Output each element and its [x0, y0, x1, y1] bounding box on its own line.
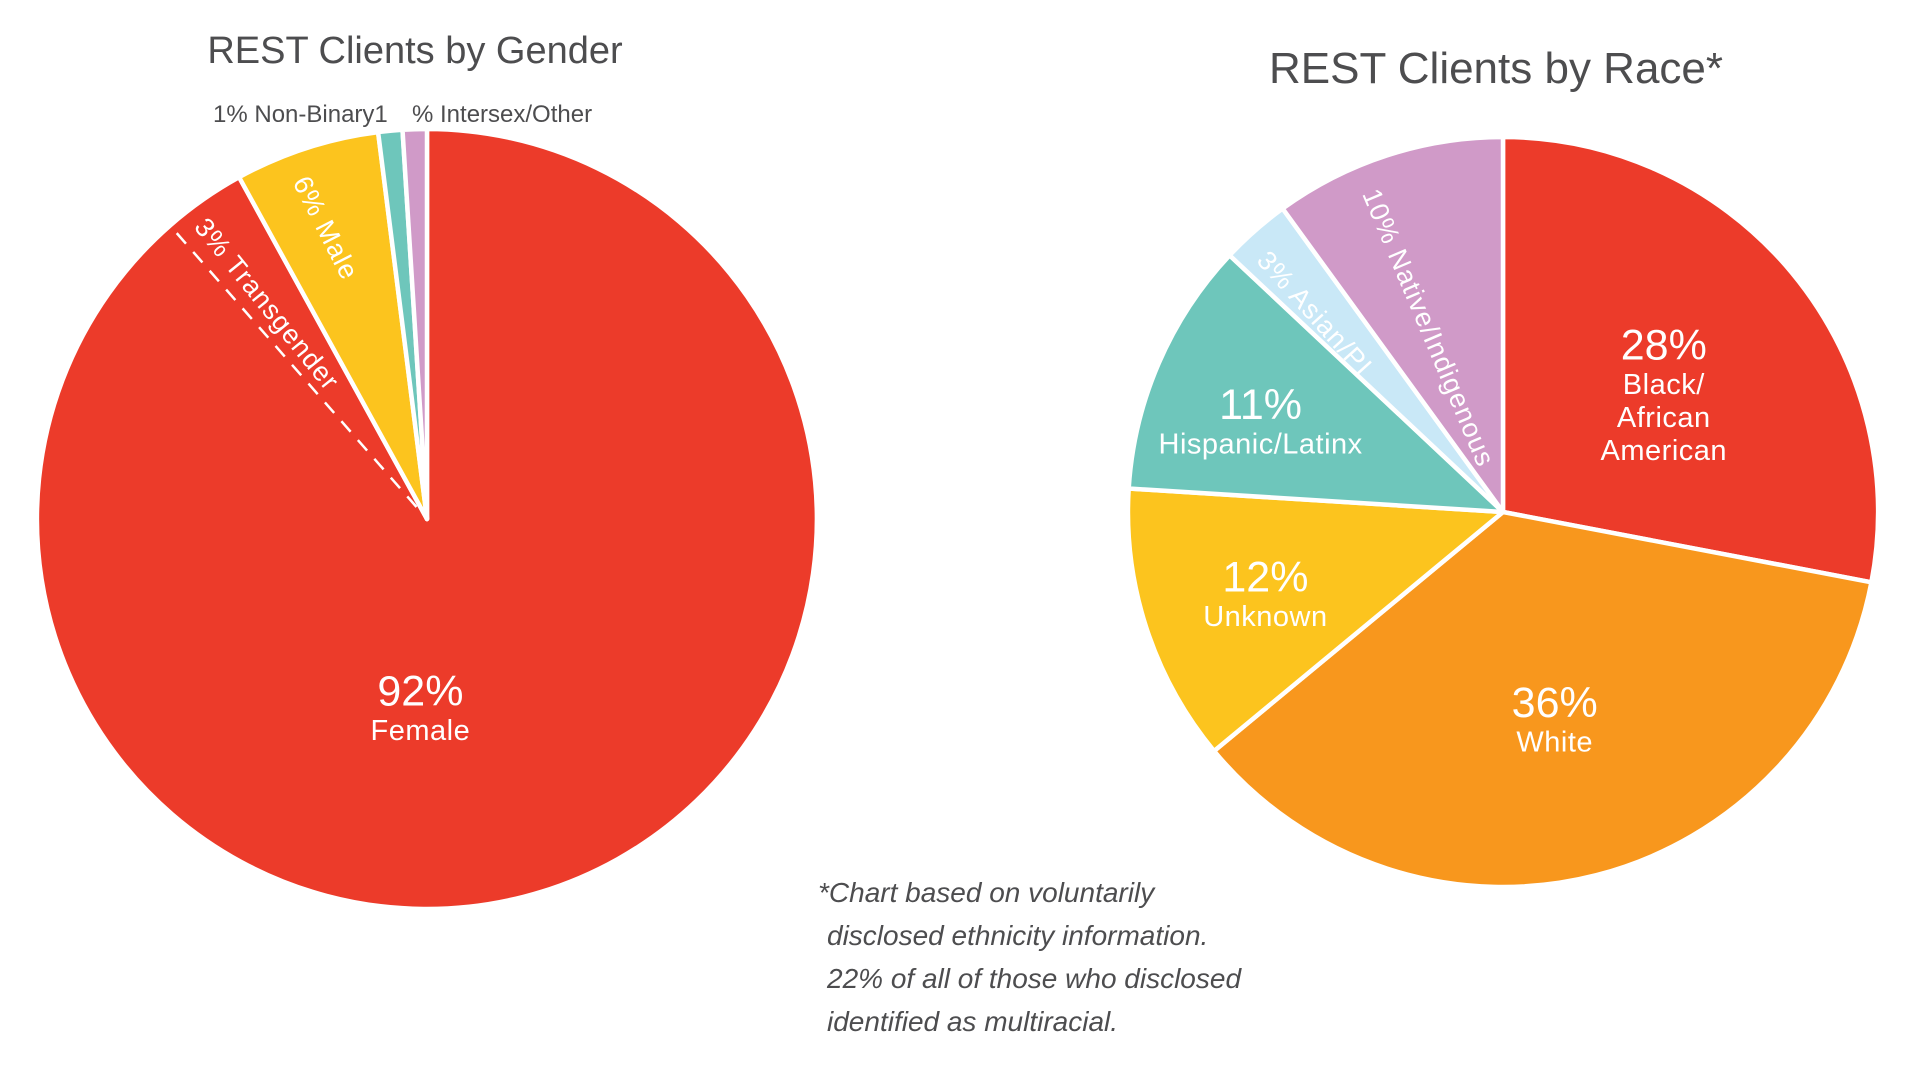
footnote-line-4: identified as multiracial. [827, 1006, 1119, 1037]
slice-label-unknown-line-0: 12% [1222, 553, 1308, 601]
footnote: *Chart based on voluntarily disclosed et… [818, 871, 1241, 1043]
gender-label-non-binary: 1% Non-Binary1 [213, 101, 388, 128]
race-chart-title: REST Clients by Race* [1268, 44, 1724, 93]
footnote-line-2: disclosed ethnicity information. [827, 920, 1209, 951]
pie-slice-male [236, 129, 430, 522]
pie-slice-intersex-other [400, 126, 430, 522]
pie-slice-black-african-american [1500, 134, 1881, 585]
transgender-dashed-divider [173, 229, 418, 508]
pie-slice-unknown [1125, 486, 1506, 754]
slice-label-black-african-american-line-1: Black/ [1623, 369, 1705, 401]
slice-label-black-african-american-line-3: American [1601, 435, 1728, 467]
pie-slice-native-indigenous [1280, 134, 1506, 515]
pie-slice-white [1211, 509, 1874, 890]
gender-chart-title: REST Clients by Gender [207, 30, 623, 72]
slice-label-hispanic-latinx-line-1: Hispanic/Latinx [1159, 428, 1363, 460]
pie-slice-hispanic-latinx [1126, 253, 1506, 515]
slice-label-white-line-1: White [1516, 726, 1593, 758]
slice-label-black-african-american-line-2: African [1617, 402, 1711, 434]
footnote-line-1: *Chart based on voluntarily [818, 877, 1155, 908]
slice-label-black-african-american-line-0: 28% [1621, 322, 1707, 370]
slice-label-unknown-line-1: Unknown [1203, 601, 1327, 633]
slice-label-white-line-0: 36% [1512, 679, 1598, 727]
gender-label-intersex-other: % Intersex/Other [412, 101, 593, 128]
slice-label-hispanic-latinx-line-0: 11% [1219, 381, 1302, 429]
footnote-line-3: 22% of all of those who disclosed [827, 963, 1242, 994]
slice-label-female-line-1: Female [371, 715, 471, 747]
slice-label-female-line-0: 92% [377, 668, 463, 716]
